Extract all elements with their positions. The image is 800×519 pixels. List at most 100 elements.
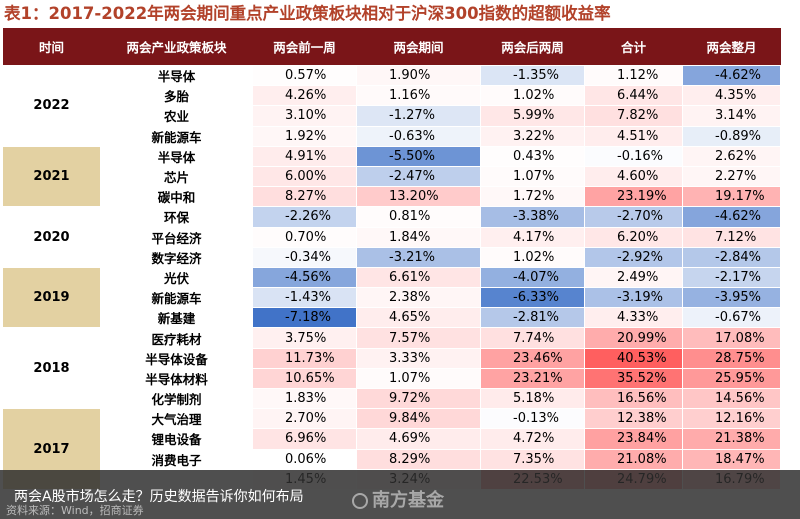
year-cell: 2022 [2, 65, 101, 147]
value-cell: -2.84% [682, 246, 781, 268]
value-cell: -4.56% [252, 266, 357, 289]
value-cell: 4.65% [356, 307, 481, 329]
value-cell: 6.44% [584, 85, 683, 107]
value-cell: 1.90% [356, 64, 481, 87]
sector-cell: 半导体设备 [100, 347, 253, 369]
returns-table: 时间 两会产业政策板块 两会前一周 两会期间 两会后两周 合计 两会整月 2022 半导体 0.… [2, 28, 781, 490]
table-row: 数字经济 -0.34% -3.21% 1.02% -2.92% -2.84% [3, 246, 781, 268]
table-row: 2022 半导体 0.57% 1.90% -1.35% 1.12% -4.62% [2, 64, 781, 147]
value-cell: 7.57% [356, 327, 481, 349]
year-cell: 2020 [2, 206, 101, 268]
value-cell: 1.16% [356, 85, 481, 107]
sector-cell: 半导体 [100, 145, 253, 167]
sector-cell: 消费电子 [100, 448, 253, 470]
value-cell: -0.67% [682, 307, 781, 329]
table-row: 芯片 6.00% -2.47% 1.07% 4.60% 2.27% [3, 165, 781, 188]
value-cell: 21.38% [682, 428, 781, 450]
value-cell: 2.27% [682, 165, 781, 188]
value-cell: 40.53% [584, 347, 683, 369]
source-note: 资料来源：Wind，招商证券 [6, 504, 144, 517]
caption-text[interactable]: 两会A股市场怎么走？历史数据告诉你如何布局 [14, 489, 304, 505]
value-cell: 4.72% [480, 428, 585, 450]
value-cell: -6.33% [480, 287, 585, 309]
table-row: 半导体材料 10.65% 1.07% 23.21% 35.52% 25.95% [3, 367, 781, 390]
sector-cell: 锂电设备 [100, 428, 253, 450]
value-cell: 0.43% [480, 145, 585, 167]
value-cell: -1.43% [252, 287, 357, 309]
value-cell: 12.16% [682, 408, 781, 430]
value-cell: -7.18% [252, 307, 357, 329]
column-header: 两会期间 [356, 28, 481, 66]
value-cell: 6.61% [356, 266, 481, 289]
value-cell: 3.75% [252, 327, 357, 349]
value-cell: -0.16% [584, 145, 683, 167]
value-cell: -0.63% [356, 125, 481, 147]
table-row: 平台经济 0.70% 1.84% 4.17% 6.20% 7.12% [3, 226, 781, 248]
value-cell: 4.26% [252, 85, 357, 107]
value-cell: 4.91% [252, 145, 357, 167]
value-cell: 1.12% [584, 64, 683, 87]
value-cell: -1.27% [356, 105, 481, 127]
value-cell: 21.08% [584, 448, 683, 470]
table-row: 碳中和 8.27% 13.20% 1.72% 23.19% 19.17% [3, 186, 781, 208]
value-cell: 4.51% [584, 125, 683, 147]
value-cell: 9.84% [356, 408, 481, 430]
column-header: 两会后两周 [480, 28, 585, 66]
value-cell: 7.74% [480, 327, 585, 349]
column-header: 两会前一周 [252, 28, 357, 66]
sector-cell: 环保 [100, 206, 253, 228]
value-cell: -4.62% [682, 64, 781, 87]
column-header: 时间 [2, 28, 101, 66]
value-cell: 5.99% [480, 105, 585, 127]
value-cell: -0.34% [252, 246, 357, 268]
value-cell: 18.47% [682, 448, 781, 470]
value-cell: 4.35% [682, 85, 781, 107]
value-cell: 7.35% [480, 448, 585, 470]
watermark-logo-icon [352, 493, 368, 509]
sector-cell: 数字经济 [100, 246, 253, 268]
value-cell: 1.02% [480, 246, 585, 268]
value-cell: 23.21% [480, 367, 585, 390]
value-cell: 1.72% [480, 186, 585, 208]
value-cell: 3.33% [356, 347, 481, 369]
value-cell: -2.92% [584, 246, 683, 268]
value-cell: 10.65% [252, 367, 357, 390]
value-cell: 13.20% [356, 186, 481, 208]
value-cell: 0.57% [252, 64, 357, 87]
sector-cell: 半导体 [100, 64, 253, 87]
table-row: 2017 大气治理 2.70% 9.84% -0.13% 12.38% 12.16% [2, 408, 781, 490]
table-body: 2022 半导体 0.57% 1.90% -1.35% 1.12% -4.62% 多胎 4.26… [2, 64, 781, 490]
header-row: 时间 两会产业政策板块 两会前一周 两会期间 两会后两周 合计 两会整月 [2, 28, 781, 66]
value-cell: -4.07% [480, 266, 585, 289]
table-row: 2018 医疗耗材 3.75% 7.57% 7.74% 20.99% 17.08% [2, 327, 781, 410]
value-cell: 1.07% [356, 367, 481, 390]
value-cell: 3.14% [682, 105, 781, 127]
column-header: 合计 [584, 28, 683, 66]
table-row: 新基建 -7.18% 4.65% -2.81% 4.33% -0.67% [3, 307, 781, 329]
sector-cell: 多胎 [100, 85, 253, 107]
value-cell: 1.07% [480, 165, 585, 188]
value-cell: 4.69% [356, 428, 481, 450]
table-row: 锂电设备 6.96% 4.69% 4.72% 23.84% 21.38% [3, 428, 781, 450]
sector-cell: 新基建 [100, 307, 253, 329]
value-cell: 9.72% [356, 387, 481, 410]
value-cell: -1.35% [480, 64, 585, 87]
value-cell: 4.33% [584, 307, 683, 329]
value-cell: -0.13% [480, 408, 585, 430]
value-cell: -2.70% [584, 206, 683, 228]
sector-cell: 平台经济 [100, 226, 253, 248]
watermark: 南方基金 [352, 486, 444, 512]
column-header: 两会产业政策板块 [100, 28, 253, 66]
table-row: 多胎 4.26% 1.16% 1.02% 6.44% 4.35% [3, 85, 781, 107]
value-cell: 7.82% [584, 105, 683, 127]
value-cell: 1.92% [252, 125, 357, 147]
table-row: 新能源车 -1.43% 2.38% -6.33% -3.19% -3.95% [3, 287, 781, 309]
sector-cell: 大气治理 [100, 408, 253, 430]
watermark-text: 南方基金 [372, 490, 444, 511]
value-cell: 23.19% [584, 186, 683, 208]
table-row: 农业 3.10% -1.27% 5.99% 7.82% 3.14% [3, 105, 781, 127]
value-cell: -3.95% [682, 287, 781, 309]
value-cell: 4.60% [584, 165, 683, 188]
value-cell: 35.52% [584, 367, 683, 390]
value-cell: 11.73% [252, 347, 357, 369]
